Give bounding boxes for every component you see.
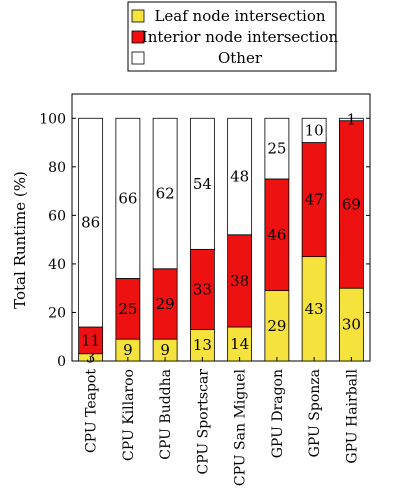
bar-segment-other [264, 117, 290, 180]
data-label: 30 [342, 316, 361, 334]
data-label: 48 [230, 168, 249, 186]
bar-segment-interior-node-intersection [227, 234, 253, 328]
data-label: 9 [123, 341, 133, 359]
x-tick-label: GPU Sponza [307, 369, 323, 457]
bar-segment-interior-node-intersection [115, 278, 141, 340]
bar-segment-other [227, 117, 253, 236]
data-label: 46 [267, 226, 286, 244]
data-label: 54 [193, 175, 212, 193]
data-label: 29 [267, 317, 286, 335]
x-tick-label: CPU Killaroo [121, 369, 137, 461]
legend-label-leaf-node-intersection: Leaf node intersection [154, 7, 325, 25]
legend: Leaf node intersection Interior node inte… [127, 1, 339, 72]
plot-frame [71, 93, 371, 362]
data-label: 9 [160, 341, 170, 359]
legend-swatch-other [131, 51, 145, 65]
y-tick-label: 40 [48, 257, 66, 273]
bar-segment-other [189, 117, 215, 250]
data-label: 33 [193, 280, 212, 298]
bar-segment-interior-node-intersection [264, 178, 290, 292]
bar-segment-interior-node-intersection [152, 268, 178, 340]
data-label: 86 [81, 214, 100, 232]
legend-label-other: Other [218, 49, 263, 67]
data-label: 11 [81, 331, 100, 349]
data-label: 66 [118, 189, 137, 207]
x-tick-label: CPU San Miguel [233, 368, 249, 486]
data-label: 10 [305, 121, 324, 139]
y-tick-label: 20 [48, 305, 66, 321]
bar-segment-leaf-node-intersection [189, 329, 215, 362]
data-label: 13 [193, 336, 212, 354]
bar-segment-interior-node-intersection [301, 142, 327, 258]
x-tick-label: CPU Teapot [84, 369, 100, 453]
data-label: 43 [305, 300, 324, 318]
data-label: 14 [230, 335, 249, 353]
bar-segment-other [78, 117, 104, 328]
legend-swatch-leaf-node-intersection [131, 9, 145, 23]
data-label: 29 [156, 295, 175, 313]
data-label: 69 [342, 195, 361, 213]
bar-segment-other [115, 117, 141, 279]
x-tick-label: GPU Dragon [270, 369, 286, 458]
y-tick-label: 0 [57, 354, 66, 370]
bar-segment-other [152, 117, 178, 270]
data-label: 25 [118, 300, 137, 318]
y-tick-label: 80 [48, 160, 66, 176]
bar-segment-leaf-node-intersection [227, 326, 253, 362]
data-label: 1 [347, 110, 357, 128]
y-tick-label: 100 [39, 111, 66, 127]
x-tick-label: CPU Sportscar [195, 369, 211, 475]
data-label: 38 [230, 272, 249, 290]
bar-segment-leaf-node-intersection [264, 290, 290, 362]
x-tick-label: CPU Buddha [158, 369, 174, 460]
y-axis-label: Total Runtime (%) [11, 171, 29, 309]
bar-segment-interior-node-intersection [338, 120, 364, 289]
legend-box [127, 1, 337, 72]
x-tick-label: GPU Hairball [344, 368, 360, 463]
legend-swatch-interior-node-intersection [131, 30, 145, 44]
data-label: 62 [156, 185, 175, 203]
data-label: 25 [267, 140, 286, 158]
legend-label-interior-node-intersection: Interior node intersection [142, 28, 339, 46]
bar-segment-leaf-node-intersection [338, 287, 364, 362]
bar-segment-interior-node-intersection [189, 248, 215, 330]
y-tick-label: 60 [48, 208, 66, 224]
data-label: 47 [305, 191, 324, 209]
bar-segment-other [301, 117, 327, 143]
bar-segment-interior-node-intersection [78, 326, 104, 355]
bar-segment-leaf-node-intersection [301, 256, 327, 362]
bar-segment-other [338, 117, 364, 122]
